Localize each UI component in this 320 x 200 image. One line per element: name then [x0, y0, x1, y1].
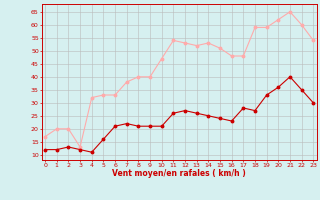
X-axis label: Vent moyen/en rafales ( km/h ): Vent moyen/en rafales ( km/h ) [112, 169, 246, 178]
